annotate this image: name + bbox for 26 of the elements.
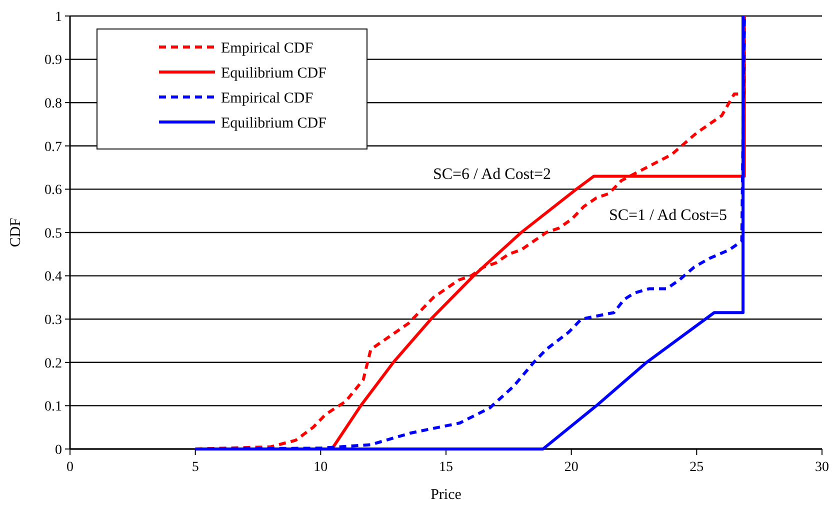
y-tick-label: 0.6 [44, 183, 62, 198]
legend-label: Equilibrium CDF [221, 115, 326, 132]
y-tick-label: 0 [55, 442, 62, 458]
x-tick-label: 30 [815, 460, 829, 475]
legend-label: Equilibrium CDF [221, 65, 326, 82]
y-tick-label: 1 [55, 10, 62, 25]
y-tick-label: 0.7 [44, 140, 62, 155]
y-tick-label: 0.3 [44, 313, 62, 328]
x-tick-label: 5 [192, 460, 199, 475]
y-tick-label: 0.5 [44, 226, 62, 242]
legend-label: Empirical CDF [221, 90, 314, 106]
y-tick-label: 0.4 [44, 270, 62, 285]
y-axis-title: CDF [8, 218, 24, 248]
x-tick-label: 15 [439, 460, 453, 475]
x-tick-label: 20 [564, 460, 578, 475]
x-tick-label: 10 [314, 460, 328, 475]
y-tick-label: 0.2 [44, 356, 62, 372]
x-axis-title: Price [430, 487, 462, 503]
legend-label: Empirical CDF [221, 40, 314, 56]
y-tick-label: 0.8 [44, 96, 62, 112]
annotation: SC=6 / Ad Cost=2 [432, 166, 552, 183]
y-tick-label: 0.9 [44, 53, 62, 68]
y-tick-label: 0.1 [44, 400, 62, 415]
x-tick-label: 0 [66, 460, 74, 475]
annotation: SC=1 / Ad Cost=5 [608, 207, 728, 224]
x-tick-label: 25 [690, 460, 704, 475]
